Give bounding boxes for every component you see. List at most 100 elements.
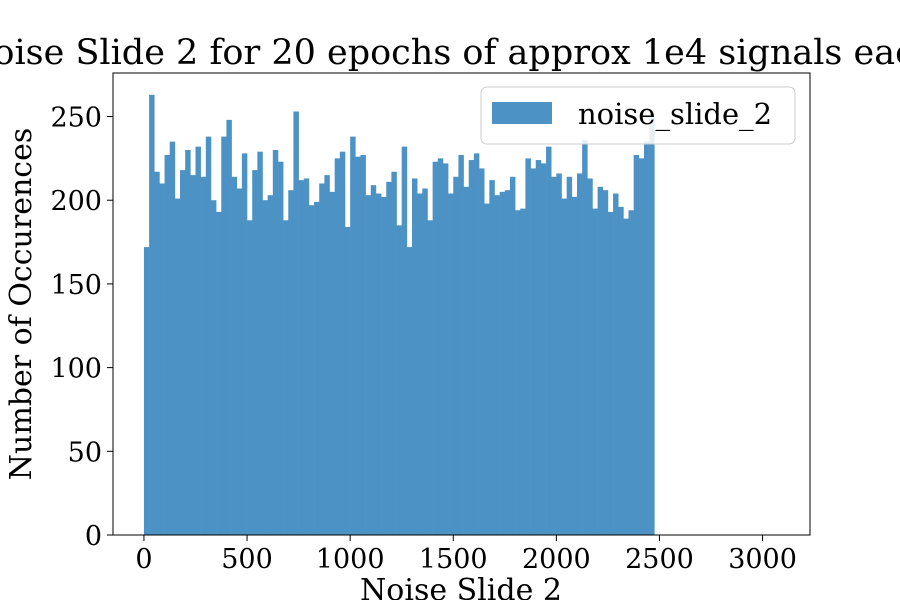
histogram-bar bbox=[185, 150, 191, 535]
histogram-bar bbox=[427, 220, 433, 535]
histogram-bar bbox=[200, 176, 207, 536]
histogram-bars bbox=[143, 94, 655, 536]
histogram-bar bbox=[180, 170, 186, 535]
y-tick-label: 150 bbox=[50, 270, 102, 301]
histogram-bar bbox=[484, 203, 490, 535]
y-axis-label: Number of Occurences bbox=[4, 128, 39, 480]
histogram-bar bbox=[257, 151, 263, 535]
y-tick-label: 50 bbox=[68, 437, 102, 468]
histogram-bar bbox=[298, 180, 305, 535]
histogram-bar bbox=[283, 220, 289, 535]
histogram-bar bbox=[334, 158, 341, 535]
histogram-bar bbox=[319, 183, 325, 535]
histogram-bar bbox=[350, 136, 356, 535]
y-tick-label: 100 bbox=[50, 354, 102, 385]
histogram-bar bbox=[360, 155, 366, 536]
histogram-bar bbox=[272, 150, 279, 535]
histogram-bar bbox=[210, 200, 217, 535]
histogram-bar bbox=[566, 176, 573, 536]
histogram-bar bbox=[370, 185, 377, 536]
histogram-bar bbox=[597, 186, 604, 535]
histogram-bar bbox=[592, 208, 598, 535]
histogram-bar bbox=[489, 180, 495, 535]
histogram-bar bbox=[412, 178, 418, 535]
histogram-bar bbox=[174, 198, 181, 536]
histogram-bar bbox=[499, 191, 506, 535]
histogram-bar bbox=[432, 161, 439, 535]
histogram-bar bbox=[530, 168, 537, 536]
histogram-bar bbox=[303, 178, 310, 535]
histogram-bar bbox=[515, 210, 521, 535]
histogram-bar bbox=[314, 201, 320, 536]
histogram-bar bbox=[159, 183, 165, 535]
histogram-bar bbox=[638, 158, 645, 535]
histogram-bar bbox=[535, 160, 542, 536]
histogram-bar bbox=[386, 181, 392, 535]
histogram-bar bbox=[221, 136, 227, 535]
histogram-bar bbox=[442, 163, 449, 536]
histogram-bar bbox=[643, 141, 650, 535]
histogram-bar bbox=[473, 153, 480, 535]
histogram-bar bbox=[247, 220, 253, 535]
histogram-bar bbox=[649, 118, 655, 536]
histogram-bar bbox=[546, 146, 552, 536]
histogram-bar bbox=[628, 210, 634, 535]
histogram-bar bbox=[277, 161, 284, 535]
x-tick-label: 3000 bbox=[728, 544, 797, 575]
histogram-bar bbox=[607, 211, 614, 535]
histogram-bar bbox=[267, 195, 274, 535]
histogram-bar bbox=[540, 163, 547, 536]
histogram-bar bbox=[339, 151, 346, 535]
histogram-bar bbox=[169, 141, 176, 535]
y-axis-ticks: 0 50 100 150 200 250 bbox=[50, 103, 113, 552]
y-tick-label: 200 bbox=[50, 186, 102, 217]
histogram-bar bbox=[154, 171, 160, 535]
histogram-bar bbox=[344, 227, 351, 535]
histogram-bar bbox=[143, 247, 150, 535]
histogram-bar bbox=[375, 193, 382, 536]
histogram-bar bbox=[262, 200, 268, 535]
histogram-bar bbox=[329, 191, 335, 535]
histogram-bar bbox=[551, 176, 557, 536]
x-axis-label: Noise Slide 2 bbox=[360, 573, 562, 600]
histogram-bar bbox=[613, 193, 619, 536]
histogram-bar bbox=[602, 190, 609, 535]
histogram-bar bbox=[205, 136, 212, 535]
histogram-bar bbox=[422, 188, 428, 535]
histogram-bar bbox=[479, 168, 485, 536]
histogram-bar bbox=[448, 193, 454, 536]
histogram-bar bbox=[231, 176, 238, 536]
chart-title: Noise Slide 2 for 20 epochs of approx 1e… bbox=[0, 33, 900, 73]
histogram-bar bbox=[391, 171, 397, 535]
histogram-bar bbox=[226, 119, 232, 535]
x-tick-label: 2500 bbox=[625, 544, 694, 575]
histogram-bar bbox=[236, 188, 243, 535]
histogram-bar bbox=[561, 198, 567, 536]
x-tick-label: 2000 bbox=[522, 544, 591, 575]
histogram-bar bbox=[149, 94, 155, 536]
histogram-bar bbox=[458, 155, 464, 536]
y-tick-label: 0 bbox=[85, 521, 102, 552]
histogram-bar bbox=[618, 206, 624, 536]
histogram-bar bbox=[401, 146, 408, 536]
plot-frame bbox=[112, 72, 811, 536]
histogram-bar bbox=[587, 178, 593, 535]
histogram-bar bbox=[623, 218, 629, 535]
histogram-bar bbox=[520, 208, 526, 535]
histogram-bar bbox=[190, 175, 196, 535]
x-tick-label: 500 bbox=[221, 544, 273, 575]
histogram-bar bbox=[288, 190, 294, 535]
histogram-bar bbox=[633, 155, 640, 536]
histogram-bar bbox=[293, 111, 299, 535]
histogram-bar bbox=[437, 158, 444, 535]
x-tick-label: 0 bbox=[135, 544, 152, 575]
histogram-bar bbox=[504, 190, 511, 535]
histogram-bar bbox=[365, 195, 372, 535]
histogram-bar bbox=[576, 173, 583, 535]
histogram-bar bbox=[525, 158, 531, 535]
y-tick-label: 250 bbox=[50, 103, 102, 134]
histogram-bar bbox=[324, 175, 330, 535]
histogram-bar bbox=[241, 153, 248, 535]
legend-swatch bbox=[492, 102, 552, 124]
